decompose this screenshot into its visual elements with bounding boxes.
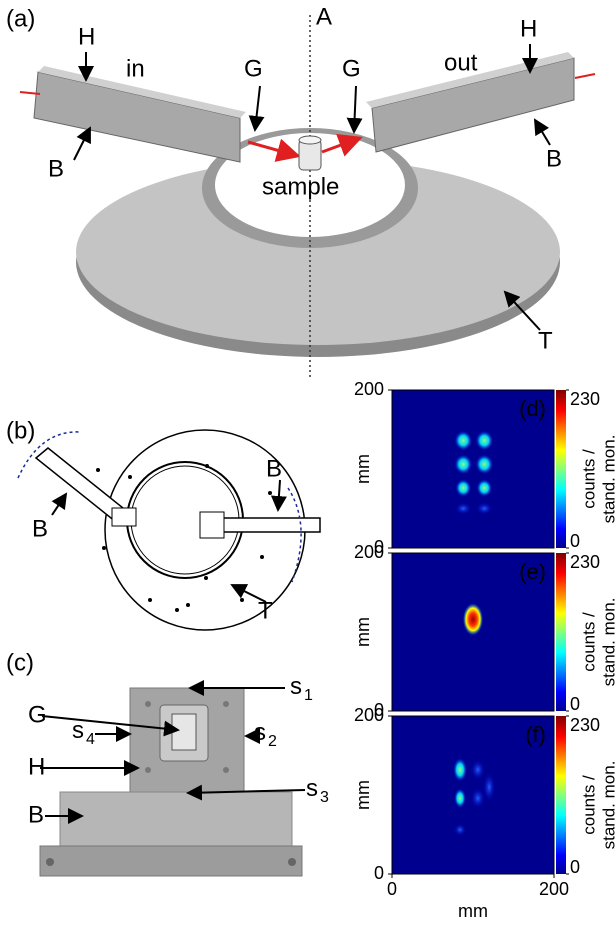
label: sample [262, 173, 339, 200]
colorbar-tick-label: 230 [570, 389, 600, 409]
label: T [258, 597, 273, 624]
colorbar-tick-label: 0 [570, 694, 580, 714]
label: H [78, 23, 95, 50]
intensity-spot [463, 603, 483, 635]
label: H [28, 753, 45, 780]
colorbar-label: stand. mon. [599, 598, 616, 687]
intensity-spot [454, 788, 466, 808]
y-axis-label: mm [353, 454, 373, 484]
y-tick-label: 200 [354, 542, 384, 562]
colorbar-tick-label: 230 [570, 715, 600, 735]
intensity-spot [455, 479, 471, 497]
colorbar-label: stand. mon. [599, 435, 616, 524]
intensity-spot [483, 773, 495, 801]
slit-base: s [72, 717, 84, 744]
x-tick-label: 200 [539, 879, 569, 899]
panel-label: (d) [519, 396, 546, 421]
intensity-spot [453, 758, 467, 782]
label: G [28, 701, 47, 728]
colorbar-label: counts / [579, 612, 598, 672]
panel-label: (e) [519, 559, 546, 584]
label: B [28, 801, 44, 828]
intensity-spot [454, 824, 466, 836]
slit-base: s [254, 719, 266, 746]
intensity-spot [475, 431, 493, 451]
colorbar-label: counts / [579, 775, 598, 835]
colorbar-label: counts / [579, 449, 598, 509]
colorbar-tick-label: 230 [570, 552, 600, 572]
intensity-spot [454, 454, 472, 474]
slit-sub: 1 [304, 687, 313, 704]
label: B [546, 145, 562, 172]
colorbar-label: stand. mon. [599, 761, 616, 850]
y-tick-label: 200 [354, 379, 384, 399]
intensity-spot [475, 454, 493, 474]
intensity-spot [454, 431, 472, 451]
label: B [266, 455, 282, 482]
label: (b) [6, 417, 35, 444]
label: G [342, 55, 361, 82]
colorbar [556, 390, 566, 548]
label: (a) [6, 5, 35, 32]
slit-sub: 4 [86, 731, 95, 748]
y-axis-label: mm [353, 617, 373, 647]
slit-sub: 3 [320, 789, 329, 806]
slit-sub: 2 [268, 733, 277, 750]
slit-device [40, 688, 305, 876]
label: A [316, 3, 332, 30]
intensity-spot [471, 760, 485, 780]
label: B [48, 155, 64, 182]
label: G [244, 55, 263, 82]
colorbar [556, 716, 566, 874]
colorbar-tick-label: 0 [570, 857, 580, 877]
y-tick-label: 200 [354, 705, 384, 725]
label: H [520, 15, 537, 42]
intensity-spot [476, 503, 492, 515]
colorbar-tick-label: 0 [570, 531, 580, 551]
label: T [538, 327, 553, 354]
x-axis-label: mm [458, 901, 488, 921]
intensity-spot [455, 503, 471, 515]
y-axis-label: mm [353, 780, 373, 810]
y-tick-label: 0 [374, 863, 384, 883]
label: B [32, 515, 48, 542]
label: (c) [6, 649, 34, 676]
label: out [444, 49, 478, 76]
x-tick-label: 0 [387, 879, 397, 899]
slit-base: s [290, 673, 302, 700]
intensity-spot [471, 788, 485, 808]
figure: (a)HinGAGoutHBBsampleT(b)BBT(c)GHBs1s2s3… [0, 0, 616, 946]
slit-base: s [306, 775, 318, 802]
colorbar [556, 553, 566, 711]
intensity-spot [476, 479, 492, 497]
panel-label: (f) [525, 722, 546, 747]
label: in [126, 55, 145, 82]
